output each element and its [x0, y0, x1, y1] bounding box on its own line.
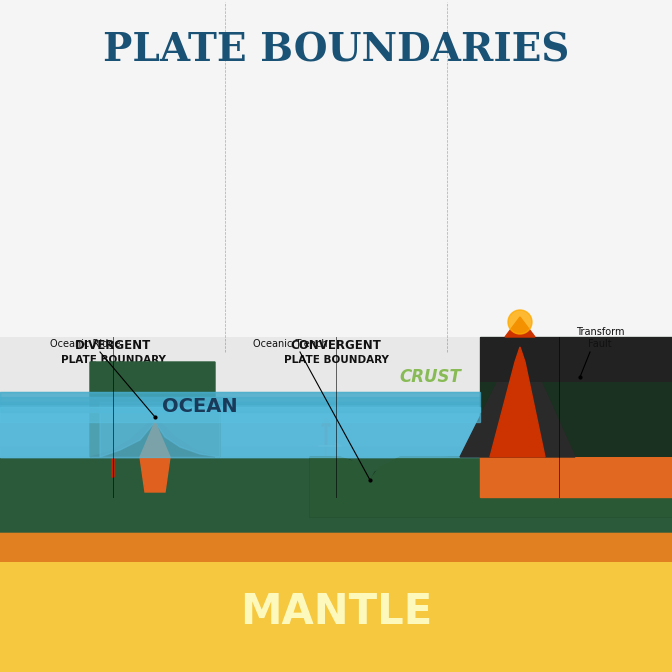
Polygon shape: [569, 455, 654, 463]
Polygon shape: [0, 397, 672, 457]
Polygon shape: [18, 441, 105, 452]
Polygon shape: [0, 422, 672, 532]
Polygon shape: [464, 455, 654, 463]
Polygon shape: [310, 457, 672, 517]
Polygon shape: [0, 477, 672, 532]
Polygon shape: [140, 422, 170, 492]
Polygon shape: [90, 417, 215, 457]
Polygon shape: [18, 446, 208, 490]
Polygon shape: [464, 380, 654, 415]
Polygon shape: [0, 392, 480, 412]
Polygon shape: [505, 317, 535, 337]
Text: PLATE BOUNDARY: PLATE BOUNDARY: [60, 355, 165, 365]
Polygon shape: [490, 347, 545, 457]
Polygon shape: [464, 447, 654, 490]
Polygon shape: [121, 441, 208, 452]
Polygon shape: [0, 527, 672, 562]
Polygon shape: [331, 380, 431, 435]
Polygon shape: [431, 360, 451, 490]
Polygon shape: [100, 402, 220, 457]
Polygon shape: [480, 337, 672, 382]
Text: Oceanic Trench: Oceanic Trench: [253, 339, 327, 349]
Polygon shape: [464, 447, 654, 455]
Polygon shape: [90, 362, 215, 457]
Polygon shape: [464, 380, 654, 423]
Polygon shape: [351, 360, 451, 380]
Text: TRANSFORM: TRANSFORM: [517, 339, 601, 352]
Polygon shape: [0, 422, 672, 532]
Text: CRUST: CRUST: [399, 368, 461, 386]
Text: PLATE BOUNDARY: PLATE BOUNDARY: [284, 355, 388, 365]
Polygon shape: [480, 337, 672, 457]
Text: Transform
Fault: Transform Fault: [576, 327, 624, 349]
Polygon shape: [464, 380, 549, 415]
Polygon shape: [18, 380, 105, 446]
Polygon shape: [0, 542, 672, 672]
Text: CONVERGENT: CONVERGENT: [290, 339, 382, 352]
Polygon shape: [100, 402, 220, 457]
Polygon shape: [480, 337, 672, 457]
Polygon shape: [0, 402, 672, 457]
Polygon shape: [654, 360, 672, 490]
Polygon shape: [18, 360, 125, 380]
Polygon shape: [464, 360, 672, 380]
Polygon shape: [331, 365, 341, 375]
Text: PLATE BOUNDARY: PLATE BOUNDARY: [507, 355, 612, 365]
Polygon shape: [0, 407, 480, 422]
Polygon shape: [208, 360, 228, 446]
Polygon shape: [0, 402, 672, 457]
Polygon shape: [0, 447, 672, 457]
Polygon shape: [0, 337, 672, 672]
Polygon shape: [208, 360, 228, 490]
Text: MANTLE: MANTLE: [240, 591, 432, 633]
Polygon shape: [0, 457, 672, 487]
Polygon shape: [326, 365, 351, 435]
Polygon shape: [121, 360, 228, 380]
Text: Oceanic Ridge: Oceanic Ridge: [50, 339, 120, 349]
Polygon shape: [460, 337, 575, 457]
Polygon shape: [310, 457, 672, 517]
Polygon shape: [121, 380, 208, 446]
Polygon shape: [0, 392, 672, 404]
Circle shape: [508, 310, 532, 334]
Text: DIVERGENT: DIVERGENT: [75, 339, 151, 352]
Text: PLATE BOUNDARIES: PLATE BOUNDARIES: [103, 32, 569, 70]
Polygon shape: [464, 415, 654, 423]
Text: OCEAN: OCEAN: [162, 398, 238, 417]
Polygon shape: [241, 375, 346, 395]
Polygon shape: [241, 441, 331, 479]
Polygon shape: [241, 441, 431, 490]
Polygon shape: [480, 457, 672, 497]
